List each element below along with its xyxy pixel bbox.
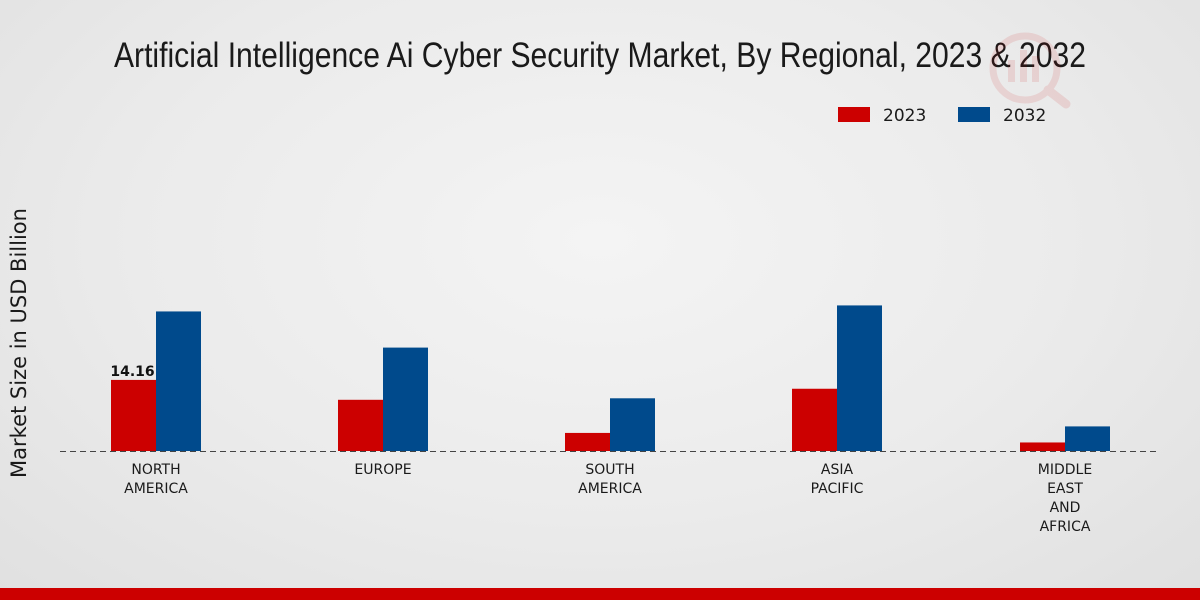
footer-bar [0, 588, 1200, 600]
bar-2032-1 [383, 347, 428, 451]
x-tick-label: EUROPE [354, 462, 411, 478]
bar-2032-3 [837, 305, 882, 451]
x-tick-label: SOUTH AMERICA [578, 462, 642, 497]
legend: 2023 2032 [838, 106, 1046, 126]
bar-2032-4 [1065, 426, 1110, 451]
x-tick-labels: NORTH AMERICA EUROPE SOUTH AMERICA ASIA PACIFI… [124, 462, 1092, 535]
bar-2023-3 [792, 388, 837, 451]
bar-2023-2 [565, 432, 610, 451]
bars-layer [111, 305, 1110, 451]
chart-title: Artificial Intelligence Ai Cyber Securit… [113, 36, 1087, 75]
x-tick-label: NORTH AMERICA [124, 462, 188, 497]
bar-2032-2 [610, 398, 655, 451]
data-labels-layer: 14.16 [110, 364, 154, 380]
legend-swatch-2032 [958, 107, 990, 122]
legend-swatch-2023 [838, 107, 870, 122]
y-axis-label: Market Size in USD Billion [7, 208, 31, 478]
legend-label-2023: 2023 [883, 106, 926, 126]
data-label: 14.16 [110, 364, 154, 380]
watermark-logo-icon [989, 32, 1071, 109]
bar-2023-4 [1020, 442, 1065, 451]
legend-label-2032: 2032 [1003, 106, 1046, 126]
x-tick-label: MIDDLE EAST AND AFRICA [1038, 462, 1092, 535]
x-tick-label: ASIA PACIFIC [811, 462, 864, 497]
bar-2032-0 [156, 311, 201, 451]
bar-2023-0 [111, 379, 156, 451]
bar-2023-1 [338, 399, 383, 451]
